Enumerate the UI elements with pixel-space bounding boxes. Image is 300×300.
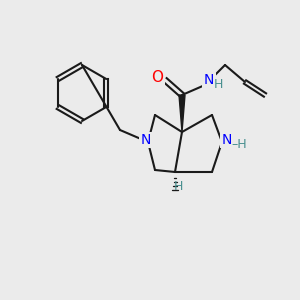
Text: N: N — [222, 133, 232, 147]
Text: H: H — [213, 77, 223, 91]
Text: O: O — [151, 70, 163, 85]
Text: –H: –H — [231, 137, 247, 151]
Polygon shape — [179, 95, 185, 132]
Text: N: N — [204, 73, 214, 87]
Text: H: H — [173, 179, 183, 193]
Text: N: N — [141, 133, 151, 147]
